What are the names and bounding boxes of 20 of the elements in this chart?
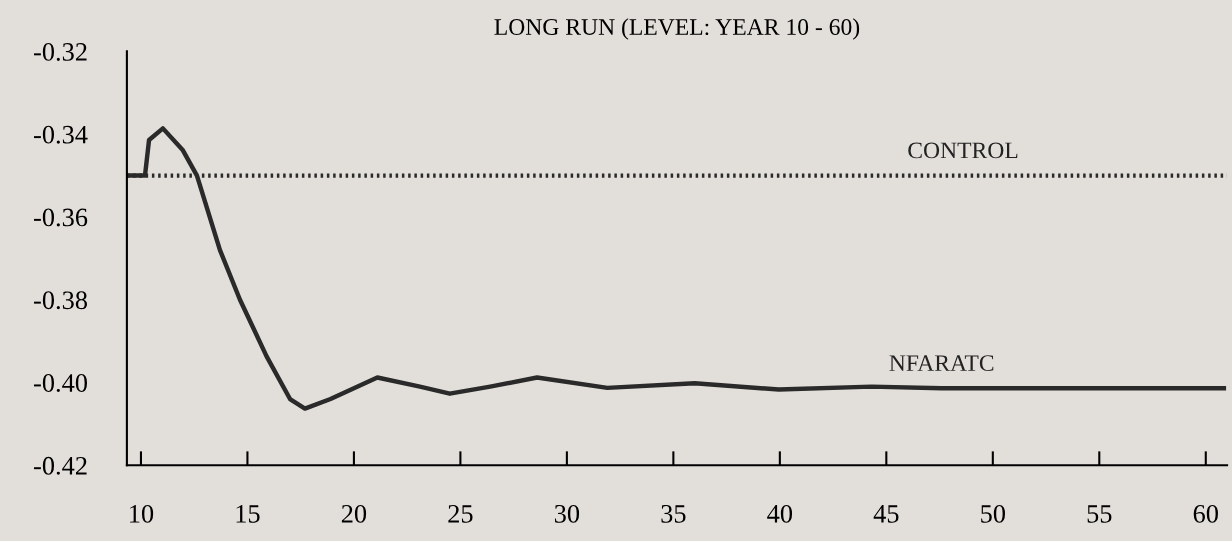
x-tick-label: 50	[981, 504, 1005, 523]
y-tick-label: -0.34	[34, 125, 88, 144]
y-tick-label: -0.42	[34, 456, 87, 475]
x-tick-label: 40	[767, 504, 793, 523]
x-tick-label: 35	[661, 504, 686, 523]
x-tick-label: 20	[341, 504, 367, 523]
y-tick-label: -0.36	[34, 208, 88, 227]
y-tick-label: -0.40	[34, 374, 87, 393]
series-label: NFARATC	[889, 355, 994, 372]
x-tick-label: 45	[873, 505, 899, 523]
y-tick-label: -0.38	[34, 291, 87, 310]
x-tick-label: 55	[1087, 505, 1112, 523]
x-tick-label: 10	[130, 504, 154, 523]
x-tick-label: 25	[448, 504, 473, 523]
y-tick-label: -0.32	[34, 43, 87, 61]
x-tick-label: 60	[1193, 504, 1218, 523]
x-tick-label: 15	[236, 505, 260, 523]
chart-title: LONG RUN (LEVEL: YEAR 10 - 60)	[494, 18, 860, 40]
ref-line-label: CONTROL	[908, 142, 1018, 159]
x-tick-label: 30	[554, 504, 580, 523]
